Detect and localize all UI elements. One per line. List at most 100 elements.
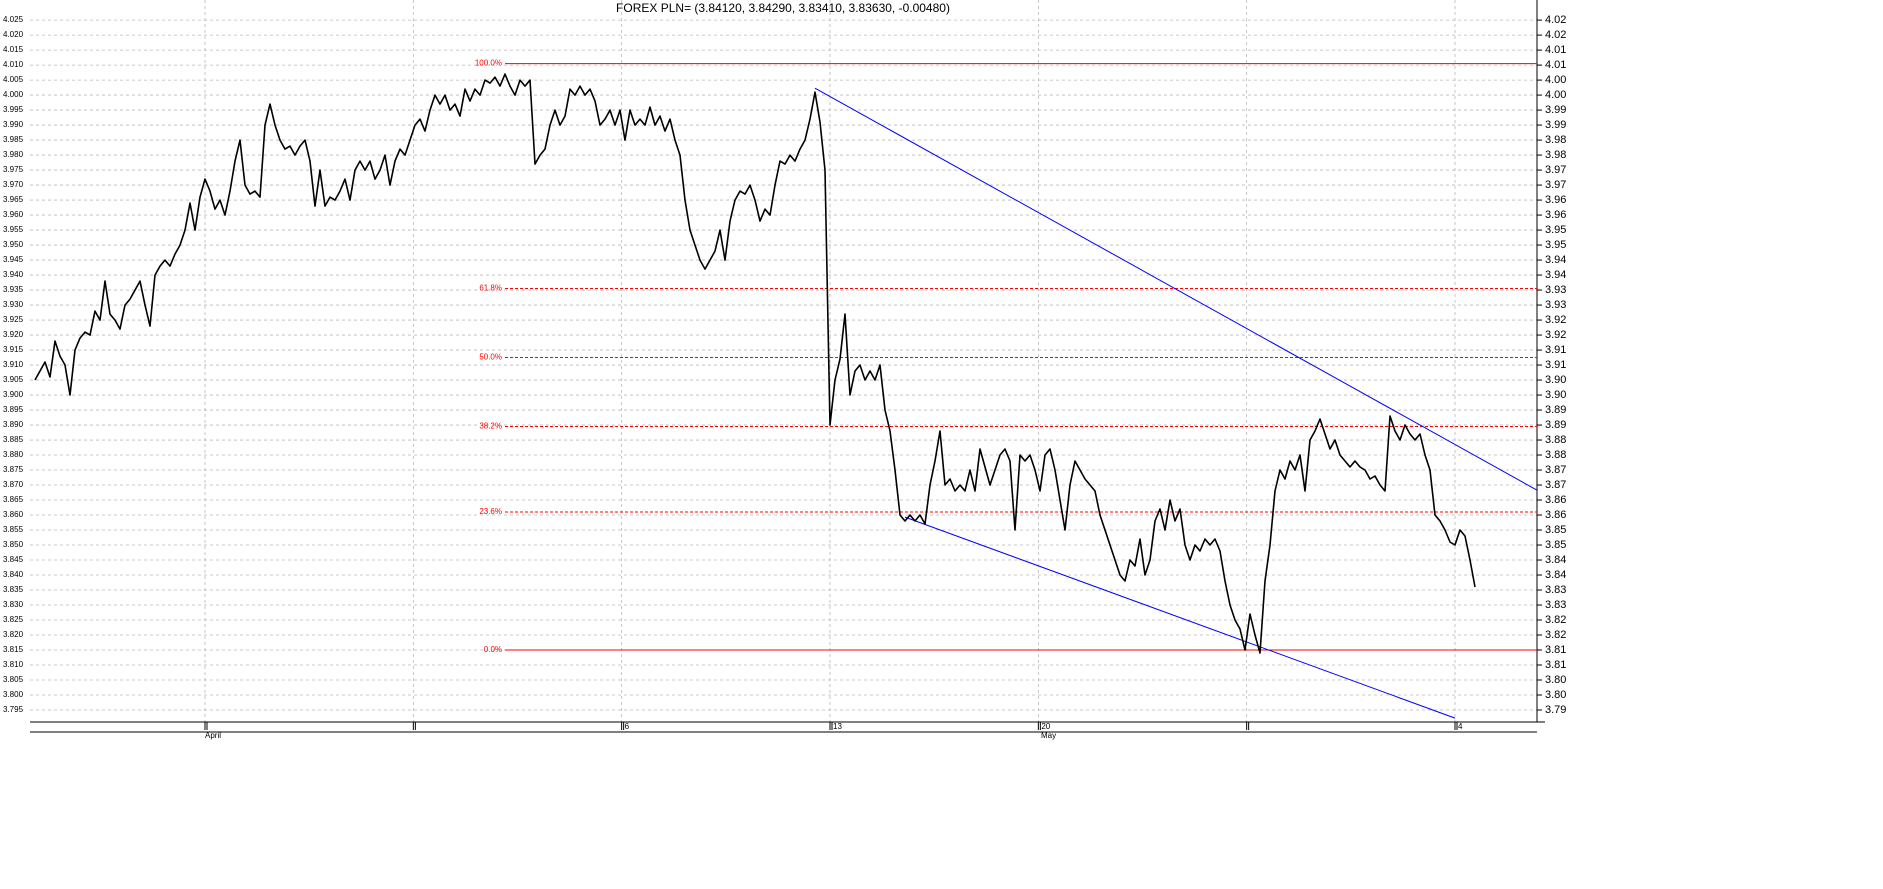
- y-tick-label: 3.910: [3, 360, 24, 369]
- y2-tick-label: 4.02: [1545, 14, 1566, 26]
- y-tick-label: 3.805: [3, 675, 24, 684]
- y-tick-label: 3.870: [3, 480, 24, 489]
- y-tick-label: 3.915: [3, 345, 24, 354]
- y-tick-label: 3.845: [3, 555, 24, 564]
- y2-tick-label: 4.01: [1545, 59, 1566, 71]
- y-tick-label: 3.975: [3, 165, 24, 174]
- y2-tick-label: 3.95: [1545, 239, 1566, 251]
- y-tick-label: 3.950: [3, 240, 24, 249]
- y-tick-label: 3.895: [3, 405, 24, 414]
- y-tick-label: 3.875: [3, 465, 24, 474]
- y2-tick-label: 3.83: [1545, 584, 1566, 596]
- y2-tick-label: 3.81: [1545, 644, 1566, 656]
- y2-tick-label: 3.85: [1545, 539, 1566, 551]
- y-tick-label: 3.840: [3, 570, 24, 579]
- y-tick-label: 3.880: [3, 450, 24, 459]
- y2-tick-label: 3.97: [1545, 164, 1566, 176]
- y2-tick-label: 3.85: [1545, 524, 1566, 536]
- y-tick-label: 3.900: [3, 390, 24, 399]
- y-tick-label: 3.885: [3, 435, 24, 444]
- y-tick-label: 3.905: [3, 375, 24, 384]
- y-tick-label: 3.850: [3, 540, 24, 549]
- y2-tick-label: 3.84: [1545, 554, 1566, 566]
- y2-tick-label: 3.96: [1545, 194, 1566, 206]
- y-tick-label: 4.025: [3, 15, 24, 24]
- y2-tick-label: 3.81: [1545, 659, 1566, 671]
- y2-tick-label: 3.99: [1545, 119, 1566, 131]
- y2-tick-label: 3.89: [1545, 419, 1566, 431]
- fib-label: 38.2%: [479, 422, 502, 431]
- fib-label: 0.0%: [484, 645, 502, 654]
- y-tick-label: 3.970: [3, 180, 24, 189]
- y2-tick-label: 4.01: [1545, 44, 1566, 56]
- y2-tick-label: 3.94: [1545, 254, 1566, 266]
- y-tick-label: 3.925: [3, 315, 24, 324]
- y2-tick-label: 3.97: [1545, 179, 1566, 191]
- price-line: [34, 73, 1476, 654]
- y-tick-label: 3.995: [3, 105, 24, 114]
- y2-tick-label: 3.80: [1545, 674, 1566, 686]
- y2-tick-label: 3.91: [1545, 344, 1566, 356]
- x-tick-label: 20: [1041, 722, 1050, 731]
- y2-tick-label: 3.91: [1545, 359, 1566, 371]
- y-tick-label: 3.920: [3, 330, 24, 339]
- y2-tick-label: 3.89: [1545, 404, 1566, 416]
- y2-tick-label: 3.82: [1545, 629, 1566, 641]
- y-tick-label: 4.005: [3, 75, 24, 84]
- y-tick-label: 3.820: [3, 630, 24, 639]
- y-tick-label: 4.000: [3, 90, 24, 99]
- fib-label: 61.8%: [479, 284, 502, 293]
- y-tick-label: 3.800: [3, 690, 24, 699]
- x-tick-label: 4: [1458, 722, 1463, 731]
- y2-tick-label: 3.95: [1545, 224, 1566, 236]
- y2-tick-label: 3.92: [1545, 329, 1566, 341]
- fib-label: 23.6%: [479, 507, 502, 516]
- month-label: April: [205, 731, 221, 740]
- y-tick-label: 3.985: [3, 135, 24, 144]
- y-tick-label: 3.990: [3, 120, 24, 129]
- fib-label: 100.0%: [475, 59, 502, 68]
- y-tick-label: 3.940: [3, 270, 24, 279]
- y2-tick-label: 3.88: [1545, 434, 1566, 446]
- y-tick-label: 4.015: [3, 45, 24, 54]
- y-tick-label: 3.930: [3, 300, 24, 309]
- y2-tick-label: 3.79: [1545, 704, 1566, 716]
- y2-tick-label: 3.87: [1545, 464, 1566, 476]
- y-tick-label: 3.960: [3, 210, 24, 219]
- y-tick-label: 3.935: [3, 285, 24, 294]
- y2-tick-label: 3.99: [1545, 104, 1566, 116]
- y-tick-label: 3.890: [3, 420, 24, 429]
- trend-line: [904, 516, 1456, 719]
- y-tick-label: 3.860: [3, 510, 24, 519]
- y-tick-label: 3.810: [3, 660, 24, 669]
- y-tick-label: 3.825: [3, 615, 24, 624]
- y-tick-label: 3.965: [3, 195, 24, 204]
- chart-title: FOREX PLN= (3.84120, 3.84290, 3.83410, 3…: [616, 1, 950, 15]
- y2-tick-label: 3.88: [1545, 449, 1566, 461]
- y2-tick-label: 3.82: [1545, 614, 1566, 626]
- y2-tick-label: 3.93: [1545, 299, 1566, 311]
- y-tick-label: 4.020: [3, 30, 24, 39]
- y2-tick-label: 3.94: [1545, 269, 1566, 281]
- y2-tick-label: 4.00: [1545, 74, 1566, 86]
- x-tick-label: 13: [833, 722, 842, 731]
- y2-tick-label: 3.90: [1545, 389, 1566, 401]
- y2-tick-label: 3.98: [1545, 149, 1566, 161]
- y-tick-label: 3.945: [3, 255, 24, 264]
- y2-tick-label: 3.92: [1545, 314, 1566, 326]
- fib-label: 50.0%: [479, 353, 502, 362]
- y2-tick-label: 3.98: [1545, 134, 1566, 146]
- y2-tick-label: 3.87: [1545, 479, 1566, 491]
- month-label: May: [1041, 731, 1056, 740]
- y-tick-label: 3.830: [3, 600, 24, 609]
- trend-line: [814, 87, 1538, 491]
- y-tick-label: 3.955: [3, 225, 24, 234]
- y2-tick-label: 3.86: [1545, 494, 1566, 506]
- y2-tick-label: 3.90: [1545, 374, 1566, 386]
- y2-tick-label: 3.80: [1545, 689, 1566, 701]
- x-tick-label: 6: [625, 722, 630, 731]
- y-tick-label: 3.865: [3, 495, 24, 504]
- y2-tick-label: 4.00: [1545, 89, 1566, 101]
